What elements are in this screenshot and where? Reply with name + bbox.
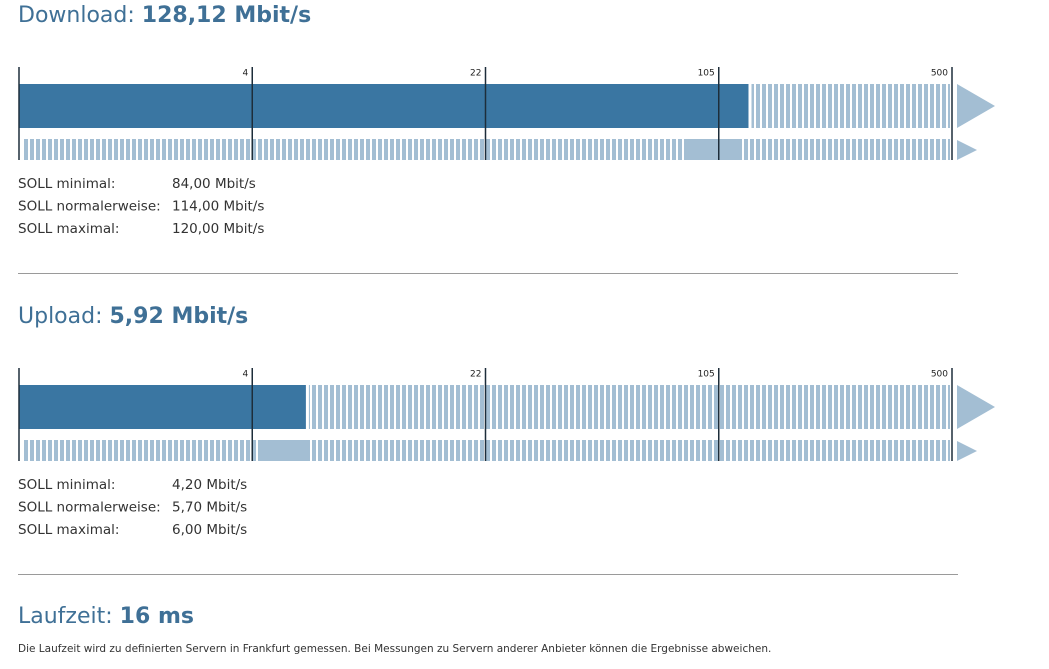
section-title: Upload: 5,92 Mbit/s (18, 304, 248, 329)
soll-range (258, 440, 308, 461)
section-label: Download: (18, 3, 135, 28)
soll-label: SOLL minimal: (18, 176, 115, 192)
latency-title: Laufzeit: 16 ms (18, 604, 194, 629)
tick-label: 105 (698, 370, 715, 380)
section-label: Upload: (18, 304, 103, 329)
soll-label: SOLL maximal: (18, 522, 119, 538)
soll-range (685, 139, 739, 160)
soll-label: SOLL normalerweise: (18, 199, 161, 215)
soll-value: 120,00 Mbit/s (172, 221, 264, 237)
bar-remaining (751, 84, 950, 128)
arrow-small (957, 140, 977, 160)
tick-label: 105 (698, 69, 715, 79)
soll-value: 4,20 Mbit/s (172, 477, 247, 493)
tick-label: 4 (243, 370, 249, 380)
soll-value: 84,00 Mbit/s (172, 176, 256, 192)
arrow-small (957, 441, 977, 461)
tick-label: 500 (931, 370, 948, 380)
latency-note: Die Laufzeit wird zu definierten Servern… (18, 643, 771, 655)
arrow (957, 385, 995, 429)
tick-label: 22 (470, 370, 481, 380)
soll-value: 5,70 Mbit/s (172, 500, 247, 516)
latency-label: Laufzeit: (18, 604, 113, 629)
bar-remaining (308, 385, 951, 429)
section-value: 5,92 Mbit/s (110, 304, 249, 329)
section-title: Download: 128,12 Mbit/s (18, 3, 311, 28)
measured-bar (19, 84, 749, 128)
arrow (957, 84, 995, 128)
soll-value: 6,00 Mbit/s (172, 522, 247, 538)
tick-label: 500 (931, 69, 948, 79)
soll-label: SOLL normalerweise: (18, 500, 161, 516)
tick-label: 22 (470, 69, 481, 79)
latency-value: 16 ms (120, 604, 194, 629)
soll-value: 114,00 Mbit/s (172, 199, 264, 215)
measured-bar (19, 385, 306, 429)
soll-label: SOLL minimal: (18, 477, 115, 493)
section-value: 128,12 Mbit/s (142, 3, 311, 28)
soll-label: SOLL maximal: (18, 221, 119, 237)
tick-label: 4 (243, 69, 249, 79)
